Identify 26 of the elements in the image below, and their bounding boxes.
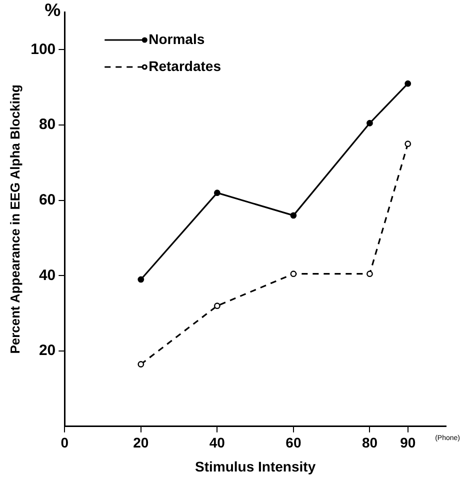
legend-label: Retardates — [148, 58, 222, 74]
point — [138, 361, 144, 368]
x-tick-label: 0 — [60, 434, 69, 451]
point — [366, 120, 373, 126]
x-tick-label: 20 — [133, 434, 149, 451]
y-tick-label: 100 — [30, 40, 56, 58]
y-tick-label: 40 — [38, 266, 56, 284]
legend-label: Normals — [148, 30, 205, 47]
point — [404, 80, 412, 87]
text: % — [44, 0, 61, 20]
y-tick-label: 80 — [38, 116, 56, 134]
point — [366, 270, 373, 278]
y-tick-label: 20 — [38, 342, 56, 360]
point — [214, 190, 220, 196]
point — [404, 140, 412, 148]
point — [138, 276, 144, 283]
x-tick-label: 90 — [400, 434, 416, 451]
x-tick-label: 80 — [362, 434, 378, 451]
x-tick-label: 40 — [209, 434, 226, 451]
point — [290, 212, 297, 219]
point — [290, 270, 297, 278]
y-tick-label: 60 — [38, 192, 56, 209]
x-tick-label: 60 — [286, 434, 302, 451]
y-axis-title: Percent Appearance in EEG Alpha Blocking — [7, 84, 22, 354]
x-axis-title: Stimulus Intensity — [195, 458, 316, 474]
point — [214, 302, 220, 310]
